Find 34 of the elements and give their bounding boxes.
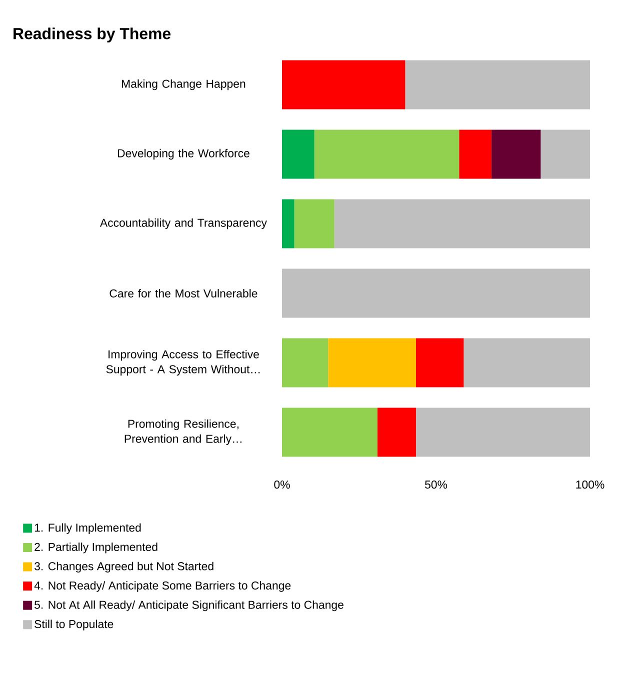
y-tick-label: Accountability and Transparency: [100, 218, 267, 230]
bar: [405, 60, 590, 110]
bar: [282, 268, 590, 318]
y-tick-label: Making Change Happen: [122, 79, 246, 90]
bar: [282, 60, 406, 110]
bar: [294, 199, 334, 248]
x-tick-label: 100%: [576, 480, 604, 489]
y-tick-label: Promoting Resilience, Prevention and Early…: [124, 419, 242, 446]
legend-label: Still to Populate: [34, 620, 114, 630]
x-tick-label: 0%: [274, 480, 290, 489]
bar: [314, 130, 460, 179]
y-tick-label: Developing the Workforce: [118, 148, 250, 160]
legend-label: 4. Not Ready/ Anticipate Some Barriers to Change: [34, 581, 291, 592]
y-tick-label: Care for the Most Vulnerable: [110, 289, 258, 298]
legend-label: 3. Changes Agreed but Not Started: [34, 562, 214, 573]
text: Readiness by Theme: [14, 28, 171, 42]
legend-label: 5. Not At All Ready/ Anticipate Significant Barriers to Change: [34, 600, 344, 612]
bar: [416, 408, 590, 457]
bar: [282, 338, 328, 388]
bar: [334, 199, 590, 248]
legend-label: 1. Fully Implemented: [34, 523, 141, 534]
bar: [464, 338, 590, 388]
bar: [328, 338, 416, 388]
x-tick-label: 50%: [424, 480, 448, 489]
bar: [282, 130, 314, 179]
bar: [377, 408, 416, 457]
bar: [282, 408, 378, 457]
bar: [416, 338, 464, 388]
legend-label: 2. Partially Implemented: [34, 542, 158, 554]
bar: [282, 199, 294, 248]
bar: [491, 130, 541, 179]
bar: [459, 130, 492, 179]
bar: [540, 130, 590, 179]
y-tick-label: Improving Access to Effective Support - A System Without…: [106, 350, 260, 376]
